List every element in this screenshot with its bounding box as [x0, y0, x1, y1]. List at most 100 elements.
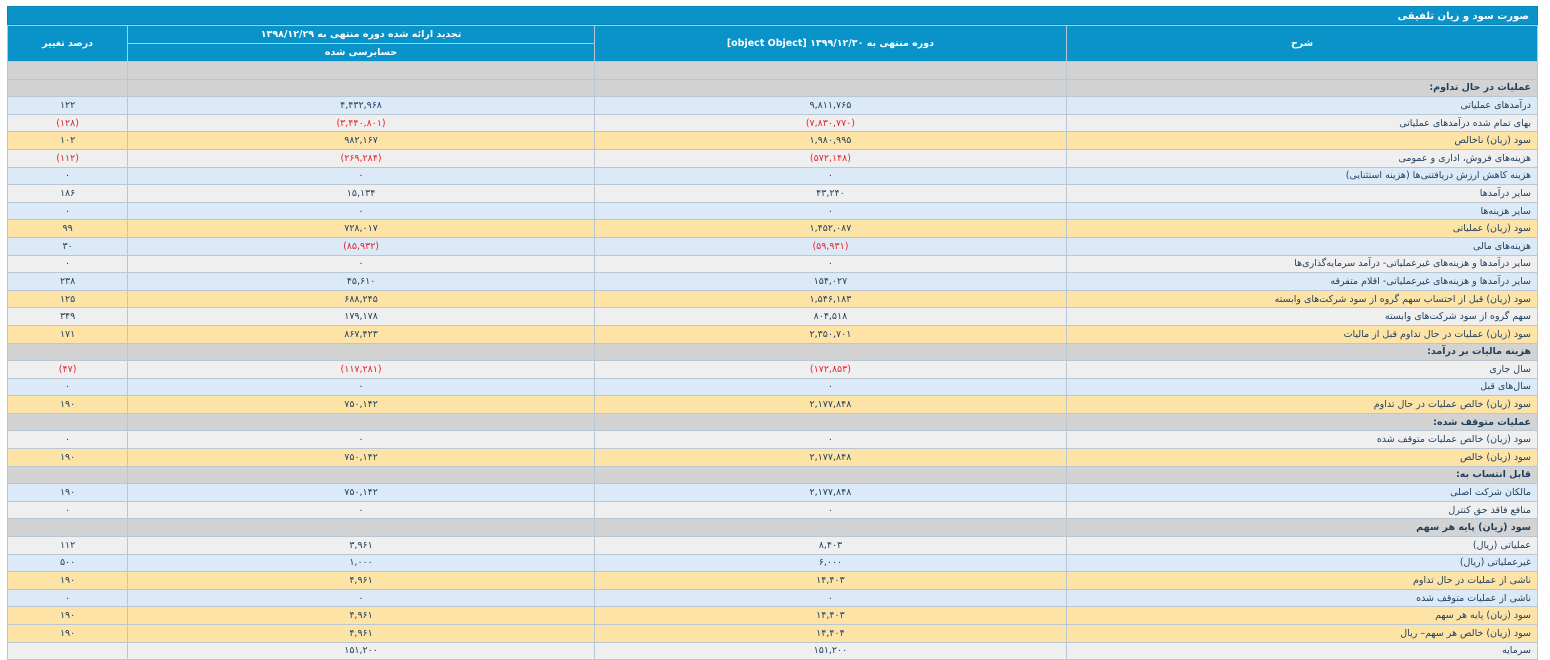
- row-change-value: ۲۳۸: [6, 272, 129, 291]
- row-change-value: ۱۷۱: [6, 324, 129, 344]
- row-current-value: ۰: [593, 166, 1067, 186]
- table-row: سود (زیان) خالص ۲,۱۷۷,۸۴۸ ۷۵۰,۱۴۲ ۱۹۰: [6, 448, 1539, 467]
- row-prior-value: (۳,۴۴۰,۸۰۱): [127, 113, 595, 133]
- row-prior-value: [127, 518, 595, 538]
- row-prior-value: ۴,۴۳۲,۹۶۸: [127, 96, 595, 115]
- row-current-value: [593, 518, 1067, 538]
- row-prior-value: ۰: [127, 500, 595, 520]
- row-prior-value: (۲۶۹,۲۸۴): [127, 148, 595, 168]
- row-change-value: ۰: [6, 588, 129, 608]
- row-change-value: ۰: [6, 430, 129, 450]
- row-prior-value: ۹۸۲,۱۶۷: [127, 131, 595, 150]
- row-prior-value: [127, 412, 595, 432]
- row-change-value: (۱۱۲): [6, 148, 129, 168]
- row-prior-value: ۰: [127, 254, 595, 274]
- row-current-value: (۷,۸۳۰,۷۷۰): [593, 113, 1067, 133]
- row-description: هزینه‌های مالی: [1065, 236, 1539, 256]
- row-current-value: ۱۵۴,۰۲۷: [593, 272, 1067, 291]
- row-description: سود (زیان) خالص هر سهم– ریال: [1065, 624, 1539, 643]
- row-description: ناشی از عملیات متوقف شده: [1065, 588, 1539, 608]
- row-current-value: ۸۰۴,۵۱۸: [593, 307, 1067, 326]
- row-change-value: ۱۲۲: [6, 96, 129, 115]
- income-statement-panel: صورت سود و زیان تلفیقی شرح دوره منتهی به…: [6, 6, 1539, 660]
- row-change-value: ۵۰۰: [6, 553, 129, 573]
- row-description: سرمایه: [1065, 641, 1539, 660]
- table-row: سایر درآمدها ۴۳,۲۴۰ ۱۵,۱۳۴ ۱۸۶: [6, 184, 1539, 203]
- row-current-value: ۱۴,۴۰۳: [593, 606, 1067, 625]
- page-title: صورت سود و زیان تلفیقی: [7, 6, 1538, 25]
- row-description: عملیاتی (ریال): [1065, 536, 1539, 555]
- row-change-value: ۱۹۰: [6, 606, 129, 625]
- row-change-value: ۳۴۹: [6, 307, 129, 326]
- row-change-value: ۹۹: [6, 219, 129, 238]
- row-description: سود (زیان) خالص: [1065, 448, 1539, 467]
- row-change-value: ۱۰۲: [6, 131, 129, 150]
- row-change-value: ۱۹۰: [6, 571, 129, 590]
- row-description: سود (زیان) پایه هر سهم: [1065, 518, 1539, 538]
- row-change-value: ۱۲۵: [6, 289, 129, 309]
- row-current-value: (۵۹,۹۳۱): [593, 236, 1067, 256]
- row-current-value: [593, 342, 1067, 362]
- row-prior-value: (۱۱۷,۲۸۱): [127, 360, 595, 379]
- row-prior-value: ۱,۰۰۰: [127, 553, 595, 573]
- table-row: ناشی از عملیات متوقف شده ۰ ۰ ۰: [6, 588, 1539, 608]
- row-description: هزینه‌های فروش، اداری و عمومی: [1065, 148, 1539, 168]
- header-prior-audited: حسابرسی شده: [127, 43, 595, 62]
- row-prior-value: ۱۵۱,۲۰۰: [127, 641, 595, 660]
- row-prior-value: [127, 465, 595, 485]
- row-change-value: ۳۰: [6, 236, 129, 256]
- row-current-value: [593, 78, 1067, 98]
- row-prior-value: ۰: [127, 430, 595, 450]
- row-description: درآمدهای عملیاتی: [1065, 96, 1539, 115]
- row-change-value: ۰: [6, 377, 129, 397]
- row-current-value: ۰: [593, 377, 1067, 397]
- table-row: سود (زیان) خالص هر سهم– ریال ۱۴,۴۰۴ ۴,۹۶۱ ۱…: [6, 624, 1539, 643]
- header-prior-period: تجدید ارائه شده دوره منتهی به ۱۳۹۸/۱۲/۲۹: [127, 25, 595, 44]
- table-row: هزینه کاهش ارزش دریافتنی‌ها (هزینه استثن…: [6, 166, 1539, 186]
- income-statement-table: شرح دوره منتهی به ۱۳۹۹/۱۲/۳۰ [object Obj…: [6, 25, 1539, 660]
- row-change-value: ۱۱۲: [6, 536, 129, 555]
- table-row: درآمدهای عملیاتی ۹,۸۱۱,۷۶۵ ۴,۴۳۲,۹۶۸ ۱۲۲: [6, 96, 1539, 115]
- row-prior-value: ۴,۹۶۱: [127, 624, 595, 643]
- row-change-value: ۱۸۶: [6, 184, 129, 203]
- row-change-value: [6, 518, 129, 538]
- row-description: منافع فاقد حق کنترل: [1065, 500, 1539, 520]
- table-row: سایر درآمدها و هزینه‌های غیرعملیاتی- درآ…: [6, 254, 1539, 274]
- table-row: هزینه‌های فروش، اداری و عمومی (۵۷۲,۱۴۸) (۲…: [6, 148, 1539, 168]
- row-description: مالکان شرکت اصلی: [1065, 483, 1539, 502]
- table-row: غیرعملیاتی (ریال) ۶,۰۰۰ ۱,۰۰۰ ۵۰۰: [6, 553, 1539, 573]
- row-change-value: ۰: [6, 254, 129, 274]
- row-description: بهای تمام شده درآمدهای عملیاتی: [1065, 113, 1539, 133]
- section-row: عملیات متوقف شده:: [6, 412, 1539, 432]
- row-description: سود (زیان) قبل از احتساب سهم گروه از سود…: [1065, 289, 1539, 309]
- row-description: سود (زیان) عملیاتی: [1065, 219, 1539, 238]
- row-description: سهم گروه از سود شرکت‌های وابسته: [1065, 307, 1539, 326]
- row-prior-value: ۰: [127, 201, 595, 221]
- row-description: عملیات متوقف شده:: [1065, 412, 1539, 432]
- row-change-value: [6, 641, 129, 660]
- row-current-value: ۱۴,۴۰۳: [593, 571, 1067, 590]
- table-row: سود (زیان) عملیات در حال تداوم قبل از ما…: [6, 324, 1539, 344]
- row-description: سود (زیان) خالص عملیات در حال تداوم: [1065, 395, 1539, 414]
- row-prior-value: ۰: [127, 377, 595, 397]
- row-current-value: ۱۴,۴۰۴: [593, 624, 1067, 643]
- row-current-value: (۵۷۲,۱۴۸): [593, 148, 1067, 168]
- row-description: هزینه مالیات بر درآمد:: [1065, 342, 1539, 362]
- table-row: سود (زیان) خالص عملیات در حال تداوم ۲,۱۷۷…: [6, 395, 1539, 414]
- row-change-value: ۱۹۰: [6, 448, 129, 467]
- row-description: ناشی از عملیات در حال تداوم: [1065, 571, 1539, 590]
- row-current-value: ۱,۹۸۰,۹۹۵: [593, 131, 1067, 150]
- row-change-value: (۱۲۸): [6, 113, 129, 133]
- row-description: قابل انتساب به:: [1065, 465, 1539, 485]
- section-row: عملیات در حال تداوم:: [6, 78, 1539, 98]
- table-row: [6, 61, 1539, 80]
- row-change-value: [6, 78, 129, 98]
- row-description: سود (زیان) خالص عملیات متوقف شده: [1065, 430, 1539, 450]
- row-description: سایر درآمدها: [1065, 184, 1539, 203]
- row-description: [1065, 61, 1539, 80]
- row-current-value: ۰: [593, 430, 1067, 450]
- row-prior-value: ۴,۹۶۱: [127, 571, 595, 590]
- row-description: سود (زیان) عملیات در حال تداوم قبل از ما…: [1065, 324, 1539, 344]
- row-change-value: (۴۷): [6, 360, 129, 379]
- row-description: سایر درآمدها و هزینه‌های غیرعملیاتی- درآ…: [1065, 254, 1539, 274]
